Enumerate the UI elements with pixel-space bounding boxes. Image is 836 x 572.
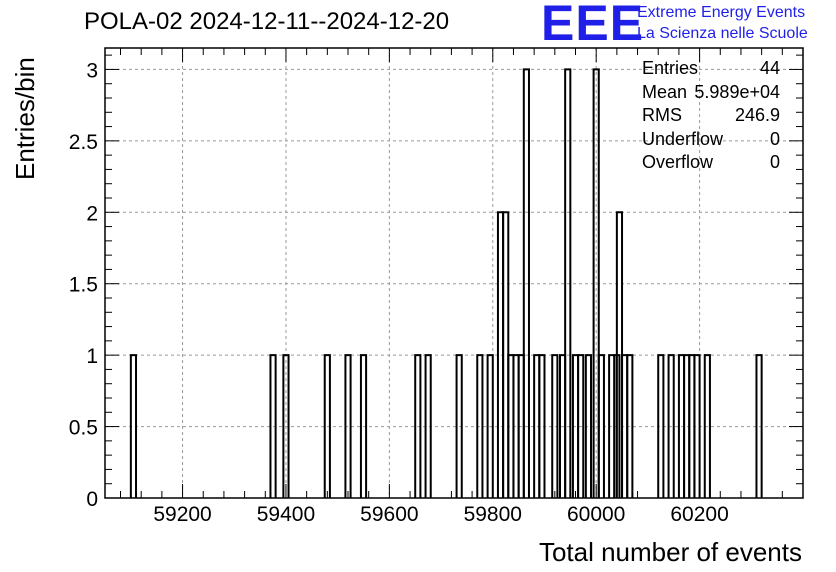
histogram-bar: [424, 354, 432, 498]
x-tick-label: 59400: [257, 503, 315, 526]
stats-value: 0: [769, 128, 780, 149]
x-tick-label: 60000: [567, 503, 625, 526]
x-axis-label: Total number of events: [538, 537, 802, 567]
y-tick-label: 0.5: [69, 417, 98, 440]
histogram-bar: [693, 354, 701, 498]
x-tick-label: 59800: [464, 503, 522, 526]
histogram-bar: [486, 354, 494, 498]
histogram-bar: [551, 354, 559, 498]
histogram-bar: [592, 68, 600, 498]
histogram-bar: [476, 354, 484, 498]
histogram-bar: [455, 354, 463, 498]
y-tick-label: 2.5: [69, 131, 98, 154]
logo-line-2: La Scienza nelle Scuole: [637, 25, 808, 42]
histogram-bar: [414, 354, 422, 498]
logo-line-1: Extreme Energy Events: [637, 4, 806, 21]
y-tick-label: 3: [86, 59, 98, 82]
histogram-bar: [703, 354, 711, 498]
stats-row-overflow: Overflow 0: [642, 152, 780, 176]
x-tick-label: 59600: [360, 503, 418, 526]
histogram-bar: [269, 354, 277, 498]
stats-row-mean: Mean 5.989e+04: [642, 82, 780, 106]
histogram-bar: [667, 354, 675, 498]
histogram-bar: [564, 68, 572, 498]
stats-value: 0: [769, 152, 780, 172]
stats-value: 246.9: [734, 105, 780, 125]
chart-title: POLA-02 2024-12-11--2024-12-20: [84, 8, 450, 35]
eee-logo-mark: EEE: [541, 0, 645, 51]
histogram-bar: [359, 354, 368, 498]
stats-row-rms: RMS 246.9: [642, 105, 780, 129]
histogram-bar: [657, 354, 665, 498]
stats-key: Entries: [642, 58, 699, 78]
stats-key: RMS: [642, 105, 682, 125]
y-tick-label: 0: [86, 488, 98, 511]
stats-row-underflow: Underflow 0: [642, 129, 780, 153]
histogram-bar: [577, 354, 585, 498]
histogram-bar: [522, 68, 530, 498]
stats-row-entries: Entries 44: [642, 58, 780, 82]
x-tick-label: 60200: [670, 503, 728, 526]
histogram-bar: [129, 354, 138, 498]
y-tick-label: 1.5: [69, 274, 98, 297]
x-tick-label: 59200: [153, 503, 211, 526]
histogram-bar: [282, 354, 290, 498]
stats-value: 5.989e+04: [694, 81, 780, 102]
histogram-bar: [626, 354, 634, 498]
histogram-bar: [538, 354, 546, 498]
histogram-bar: [323, 354, 331, 498]
plot-frame: [104, 47, 804, 499]
y-tick-label: 1: [86, 345, 98, 368]
y-tick-label: 2: [86, 202, 98, 225]
stats-box: Entries 44 Mean 5.989e+04 RMS 246.9 Unde…: [642, 58, 780, 176]
stats-key: Underflow: [642, 128, 724, 149]
histogram-bar: [584, 354, 593, 498]
histogram-bar: [755, 354, 763, 498]
stats-key: Overflow: [642, 152, 714, 172]
stats-value: 44: [759, 58, 780, 78]
stats-key: Mean: [642, 81, 688, 102]
histogram-bar: [344, 354, 352, 498]
histogram-bar: [597, 354, 605, 498]
y-axis-label: Entries/bin: [10, 57, 40, 180]
